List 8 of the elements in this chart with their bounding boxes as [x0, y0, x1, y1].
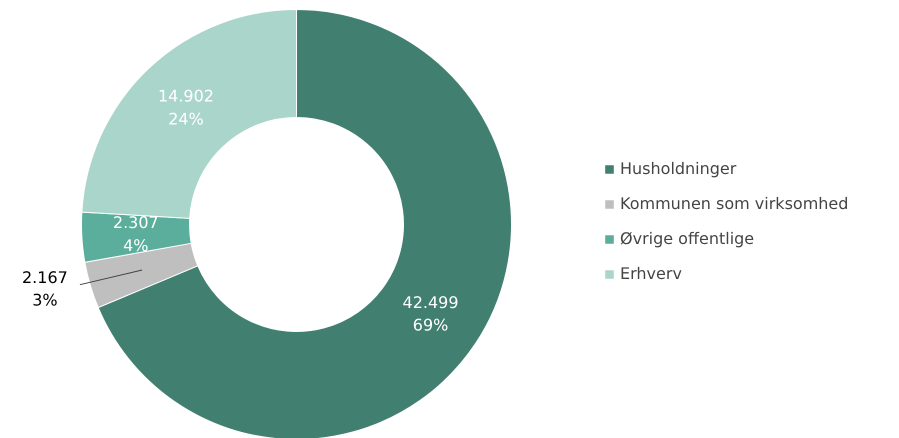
- legend-label: Husholdninger: [620, 159, 736, 178]
- data-label: 14.902 24%: [158, 86, 214, 128]
- legend-label: Erhverv: [620, 264, 682, 283]
- legend-label: Kommunen som virksomhed: [620, 194, 848, 213]
- data-label: 2.167 3%: [22, 268, 68, 310]
- legend-label: Øvrige offentlige: [620, 229, 754, 248]
- data-label: 2.307 4%: [112, 213, 159, 255]
- data-label: 42.499 69%: [402, 292, 459, 335]
